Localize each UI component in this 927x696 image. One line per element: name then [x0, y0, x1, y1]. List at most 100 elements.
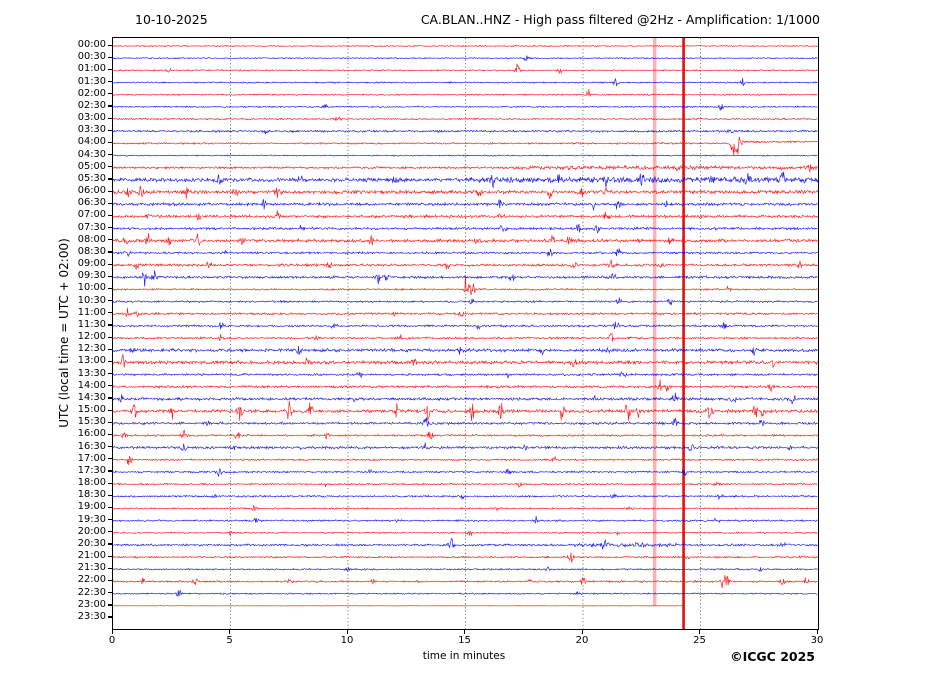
trace-row-00-00 [113, 44, 818, 48]
y-tick-11-00: 11:00 [77, 306, 106, 318]
trace-row-11-30 [113, 321, 818, 330]
y-tick-06-30: 06:30 [77, 197, 106, 209]
trace-row-06-30 [113, 199, 818, 211]
y-tickmark [108, 543, 112, 545]
y-tickmark [108, 178, 112, 180]
y-tickmark [108, 251, 112, 253]
trace-row-12-00 [113, 332, 818, 342]
y-tick-00-30: 00:30 [77, 51, 106, 63]
trace-row-12-30 [113, 345, 818, 356]
trace-row-21-00 [113, 552, 818, 563]
trace-row-22-30 [113, 589, 818, 597]
x-tick-10: 10 [340, 635, 354, 646]
y-tickmark [108, 579, 112, 582]
y-tickmark [108, 506, 112, 509]
y-tickmark [108, 604, 112, 606]
y-tickmark [108, 555, 112, 557]
x-tickmark [699, 630, 701, 634]
x-tick-20: 20 [575, 635, 589, 646]
trace-row-18-30 [113, 493, 818, 500]
trace-row-17-00 [113, 455, 818, 466]
x-tick-25: 25 [693, 635, 706, 646]
trace-row-03-00 [113, 116, 818, 121]
y-tick-02-00: 02:00 [77, 87, 106, 99]
plot-area [112, 37, 819, 630]
y-tick-05-30: 05:30 [77, 172, 106, 184]
copyright-label: ©ICGC 2025 [730, 649, 815, 664]
y-tick-17-00: 17:00 [77, 452, 106, 464]
y-tickmark [108, 214, 112, 217]
y-tickmark [108, 263, 112, 265]
seismogram-traces [113, 38, 818, 629]
trace-row-02-30 [113, 103, 818, 112]
x-tickmark [816, 630, 818, 634]
x-axis-label: time in minutes [422, 650, 506, 662]
trace-row-13-00 [113, 354, 818, 368]
y-tickmark [108, 44, 112, 46]
y-tick-01-30: 01:30 [77, 75, 106, 87]
y-tick-19-30: 19:30 [77, 513, 106, 525]
y-tickmark [108, 519, 112, 521]
trace-row-19-00 [113, 505, 818, 512]
y-tickmark [108, 202, 112, 204]
y-tick-21-30: 21:30 [77, 562, 106, 574]
x-tick-30: 30 [810, 635, 824, 646]
y-tick-20-30: 20:30 [77, 537, 106, 549]
trace-row-01-00 [113, 63, 818, 75]
y-tick-18-00: 18:00 [77, 477, 106, 489]
trace-row-13-30 [113, 371, 818, 379]
y-tickmark [108, 239, 112, 241]
y-tickmark [108, 385, 112, 387]
trace-row-07-00 [113, 210, 818, 221]
trace-row-04-00 [113, 136, 818, 155]
y-tickmark [108, 567, 112, 569]
y-tickmark [108, 190, 112, 192]
y-tick-22-30: 22:30 [77, 586, 106, 598]
y-tickmark [108, 397, 112, 399]
y-tickmark [108, 141, 112, 144]
y-tickmark [108, 166, 112, 168]
trace-row-16-00 [113, 429, 818, 440]
y-tick-06-00: 06:00 [77, 185, 106, 197]
trace-row-21-30 [113, 566, 818, 573]
y-tick-17-30: 17:30 [77, 464, 106, 476]
x-tickmark [581, 630, 583, 634]
y-tick-09-30: 09:30 [77, 270, 106, 282]
y-tickmark [108, 531, 112, 533]
trace-row-17-30 [113, 467, 818, 477]
x-tickmark [111, 630, 113, 634]
trace-row-16-30 [113, 442, 818, 452]
y-tick-08-30: 08:30 [77, 245, 106, 257]
y-tickmark [108, 458, 112, 460]
y-tickmark [108, 324, 112, 326]
y-tick-18-30: 18:30 [77, 489, 106, 501]
x-tick-15: 15 [458, 635, 471, 646]
y-tick-14-00: 14:00 [77, 379, 106, 391]
y-tickmark [108, 154, 112, 156]
trace-row-15-00 [113, 400, 818, 422]
y-tickmark [108, 117, 112, 119]
x-tickmark [229, 630, 231, 634]
y-tick-09-00: 09:00 [77, 258, 106, 270]
y-tick-07-00: 07:00 [77, 209, 106, 221]
y-tickmark [108, 494, 112, 496]
x-tick-5: 5 [226, 635, 233, 646]
y-tickmark [108, 470, 112, 472]
y-tickmark [108, 93, 112, 95]
y-tick-21-00: 21:00 [77, 550, 106, 562]
y-tickmark [108, 592, 112, 594]
trace-row-07-30 [113, 223, 818, 234]
y-tick-13-30: 13:30 [77, 367, 106, 379]
trace-row-05-30 [113, 171, 818, 188]
trace-row-10-30 [113, 297, 818, 306]
y-tick-08-00: 08:00 [77, 233, 106, 245]
y-tickmark [108, 312, 112, 314]
trace-row-08-00 [113, 233, 818, 247]
y-tick-12-30: 12:30 [77, 343, 106, 355]
y-tickmark [108, 409, 112, 411]
y-tickmark [108, 129, 112, 131]
y-tickmark [108, 56, 112, 58]
date-label: 10-10-2025 [135, 12, 208, 27]
y-tickmark [108, 81, 112, 83]
trace-row-08-30 [113, 248, 818, 257]
